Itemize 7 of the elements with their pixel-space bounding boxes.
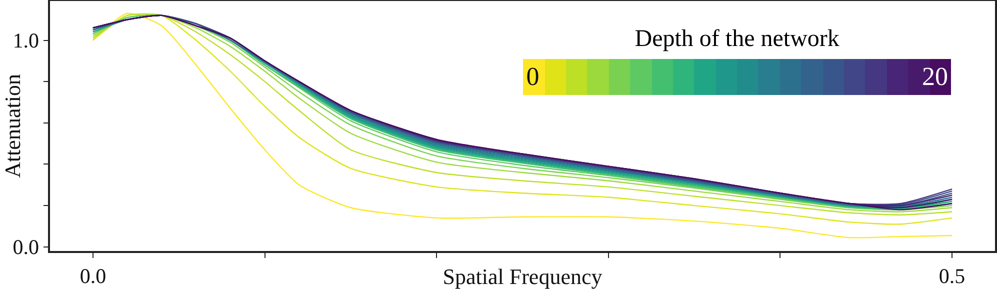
x-axis-title: Spatial Frequency — [442, 264, 602, 289]
y-tick-label: 1.0 — [12, 28, 40, 53]
legend-title: Depth of the network — [634, 26, 840, 53]
text: 0 — [523, 59, 542, 95]
x-tick-label: 0.5 — [938, 264, 966, 288]
y-axis-title: Attenuation — [0, 74, 25, 178]
legend-label: 20 — [921, 61, 949, 93]
